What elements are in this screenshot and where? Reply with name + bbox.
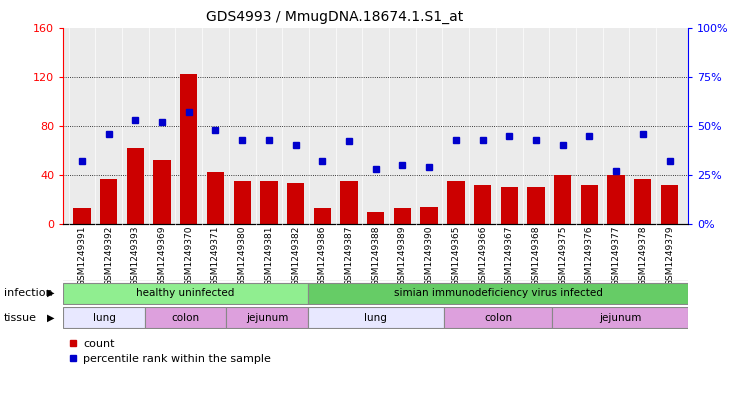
Text: GSM1249386: GSM1249386	[318, 226, 327, 286]
Bar	[260, 181, 278, 224]
Bar	[153, 160, 170, 224]
Text: GSM1249389: GSM1249389	[398, 226, 407, 286]
Legend: count, percentile rank within the sample: count, percentile rank within the sample	[68, 339, 271, 364]
Text: infection: infection	[4, 288, 52, 298]
Text: GSM1249382: GSM1249382	[291, 226, 300, 286]
Text: GSM1249366: GSM1249366	[478, 226, 487, 286]
Text: GSM1249367: GSM1249367	[504, 226, 514, 286]
FancyBboxPatch shape	[308, 307, 443, 329]
Bar	[287, 184, 304, 224]
Bar	[73, 208, 91, 224]
Text: GSM1249379: GSM1249379	[665, 226, 674, 286]
Bar	[527, 187, 545, 224]
Bar	[314, 208, 331, 224]
FancyBboxPatch shape	[443, 307, 552, 329]
Text: GSM1249390: GSM1249390	[425, 226, 434, 286]
Text: GSM1249388: GSM1249388	[371, 226, 380, 286]
FancyBboxPatch shape	[63, 283, 308, 304]
Text: GSM1249368: GSM1249368	[531, 226, 540, 286]
Text: GSM1249370: GSM1249370	[185, 226, 193, 286]
Text: GSM1249381: GSM1249381	[264, 226, 273, 286]
Text: jejunum: jejunum	[246, 313, 288, 323]
Bar	[394, 208, 411, 224]
Text: GSM1249369: GSM1249369	[158, 226, 167, 286]
Text: healthy uninfected: healthy uninfected	[136, 288, 234, 298]
Text: GSM1249380: GSM1249380	[237, 226, 247, 286]
Text: GSM1249377: GSM1249377	[612, 226, 620, 286]
Text: lung: lung	[92, 313, 115, 323]
FancyBboxPatch shape	[552, 307, 688, 329]
Text: colon: colon	[484, 313, 512, 323]
FancyBboxPatch shape	[308, 283, 688, 304]
Bar	[180, 74, 197, 224]
Bar	[100, 178, 118, 224]
Bar	[474, 185, 491, 224]
Bar	[661, 185, 679, 224]
Bar	[501, 187, 518, 224]
Text: jejunum: jejunum	[599, 313, 641, 323]
Text: GSM1249387: GSM1249387	[344, 226, 353, 286]
FancyBboxPatch shape	[63, 307, 145, 329]
Bar	[207, 173, 224, 224]
Text: GSM1249392: GSM1249392	[104, 226, 113, 286]
Text: simian immunodeficiency virus infected: simian immunodeficiency virus infected	[394, 288, 603, 298]
Bar	[420, 207, 437, 224]
Bar	[367, 212, 385, 224]
Text: GSM1249393: GSM1249393	[131, 226, 140, 286]
Text: GSM1249378: GSM1249378	[638, 226, 647, 286]
Text: tissue: tissue	[4, 313, 36, 323]
Bar	[340, 181, 358, 224]
Text: ▶: ▶	[47, 288, 54, 298]
Text: GSM1249391: GSM1249391	[77, 226, 86, 286]
Text: GSM1249376: GSM1249376	[585, 226, 594, 286]
Text: GDS4993 / MmugDNA.18674.1.S1_at: GDS4993 / MmugDNA.18674.1.S1_at	[206, 10, 464, 24]
Bar	[234, 181, 251, 224]
Bar	[447, 181, 464, 224]
Text: GSM1249365: GSM1249365	[452, 226, 461, 286]
Bar	[607, 175, 625, 224]
Text: colon: colon	[171, 313, 199, 323]
Bar	[634, 178, 652, 224]
Text: GSM1249375: GSM1249375	[558, 226, 567, 286]
Bar	[581, 185, 598, 224]
Bar	[126, 148, 144, 224]
Text: GSM1249371: GSM1249371	[211, 226, 220, 286]
Bar	[554, 175, 571, 224]
Text: lung: lung	[365, 313, 387, 323]
Text: ▶: ▶	[47, 313, 54, 323]
FancyBboxPatch shape	[145, 307, 226, 329]
FancyBboxPatch shape	[226, 307, 308, 329]
